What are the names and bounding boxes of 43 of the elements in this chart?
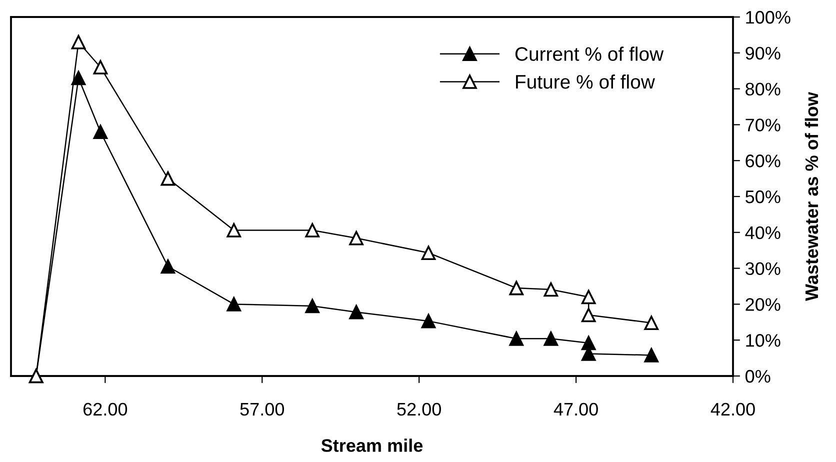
point	[71, 70, 86, 86]
point	[544, 332, 558, 346]
point	[160, 259, 176, 274]
point	[581, 290, 596, 304]
point	[160, 171, 176, 186]
point	[226, 297, 242, 312]
y2-tick-label: 90%	[746, 46, 780, 60]
point	[305, 298, 320, 314]
point	[644, 348, 659, 362]
point	[93, 60, 108, 74]
point	[581, 336, 596, 350]
y2-tick-label: 20%	[746, 298, 780, 311]
point	[71, 34, 86, 50]
x-tick-label: 57.00	[240, 402, 284, 416]
y2-tick-label: 100%	[746, 10, 790, 24]
point	[349, 304, 364, 320]
y2-tick-label: 0%	[746, 370, 770, 383]
x-axis-title: Stream mile	[321, 438, 423, 452]
x-tick-label: 52.00	[397, 402, 441, 416]
point	[509, 280, 524, 296]
legend-label: Future % of flow	[516, 74, 655, 89]
point	[226, 223, 242, 238]
point	[644, 316, 659, 330]
point	[544, 282, 558, 297]
x-tick-label: 62.00	[84, 402, 128, 416]
y2-axis-title: Wastewater as % of flow	[804, 92, 818, 301]
x-tick-label: 42.00	[710, 402, 755, 416]
x-tick-label: 47.00	[554, 402, 598, 416]
y2-tick-label: 40%	[745, 226, 780, 240]
y2-tick-label: 60%	[746, 154, 780, 168]
y2-tick-label: 50%	[746, 190, 780, 204]
point	[349, 230, 364, 246]
y2-tick-label: 10%	[746, 334, 780, 347]
point	[581, 308, 596, 322]
point	[509, 332, 524, 346]
y2-tick-label: 30%	[745, 262, 780, 276]
y2-tick-label: 80%	[746, 82, 780, 96]
y2-tick-label: 70%	[746, 118, 780, 132]
point	[305, 223, 320, 238]
point	[421, 246, 436, 260]
point	[421, 314, 436, 328]
point	[93, 124, 108, 140]
legend-label: Current % of flow	[515, 46, 664, 61]
